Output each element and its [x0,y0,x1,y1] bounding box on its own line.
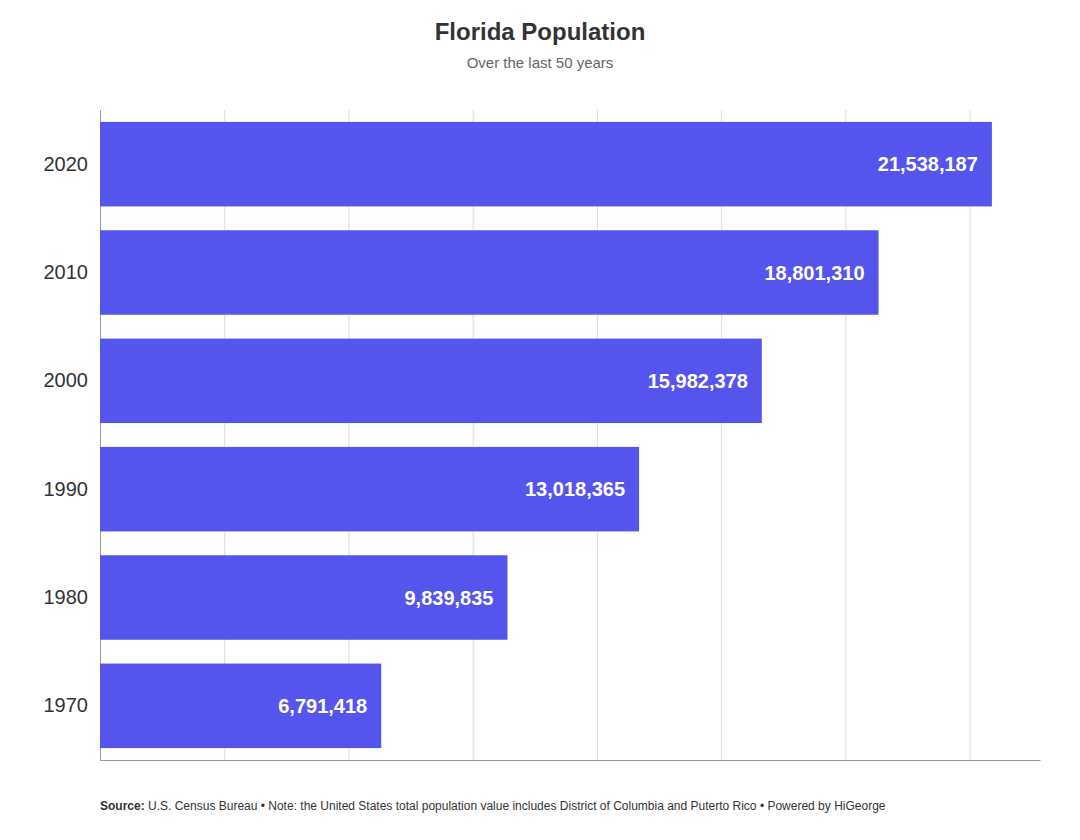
grid-line [970,110,971,760]
y-tick-label: 2000 [44,369,89,391]
data-label: 15,982,378 [648,370,748,392]
grid-line [348,110,349,760]
x-axis-line [101,760,1041,761]
data-label: 13,018,365 [525,478,625,500]
x-axis [101,110,1041,761]
chart: Florida Population Over the last 50 years… [0,0,1080,840]
grid-line [100,110,101,760]
y-tick: 1990 [44,478,101,500]
x-tick [721,110,722,760]
data-label: 9,839,835 [404,587,493,609]
y-tick-label: 1970 [44,694,89,716]
bars [100,122,992,748]
y-tick-label: 2010 [44,261,89,283]
annotation: Powered by HiGeorge [767,799,885,813]
grid-line [597,110,598,760]
plot: 2020 2010 2000 1990 1980 1970 21,538,187 18,801… [44,110,1041,761]
y-tick-label: 1980 [44,586,89,608]
data-labels: 21,538,187 18,801,310 15,982,378 13,018,365… [278,153,978,717]
source: Source: U.S. Census Bureau • Note: the U… [100,799,886,813]
y-tick-label: 2020 [44,153,89,175]
x-tick [970,110,971,760]
x-tick [224,110,225,760]
x-tick [348,110,349,760]
annotation: U.S. Census Bureau • Note: the United St… [145,799,768,813]
subtitle: Over the last 50 years [467,54,614,71]
y-tick: 1980 [44,586,101,608]
y-tick: 2000 [44,369,101,391]
data-label: 6,791,418 [278,695,367,717]
y-tick-label: 1990 [44,478,89,500]
bar [100,447,639,531]
y-axis: 2020 2010 2000 1990 1980 1970 [44,111,101,761]
grid-line [224,110,225,760]
bar [100,339,762,424]
x-tick [473,110,474,760]
grid-line [845,110,846,760]
y-tick: 2020 [44,153,101,175]
x-tick [100,110,101,760]
y-tick: 2010 [44,261,101,283]
bar [100,555,507,640]
x-tick [597,110,598,760]
y-tick: 1970 [44,694,101,716]
title: Florida Population [435,18,646,45]
grid-line [721,110,722,760]
y-axis-line [100,111,101,761]
x-tick [845,110,846,760]
bar [100,664,381,749]
annotation: Source: [100,799,145,813]
data-label: 18,801,310 [764,262,864,284]
grid-line [473,110,474,760]
bar [100,122,992,206]
bar [100,230,879,315]
data-label: 21,538,187 [878,153,978,175]
